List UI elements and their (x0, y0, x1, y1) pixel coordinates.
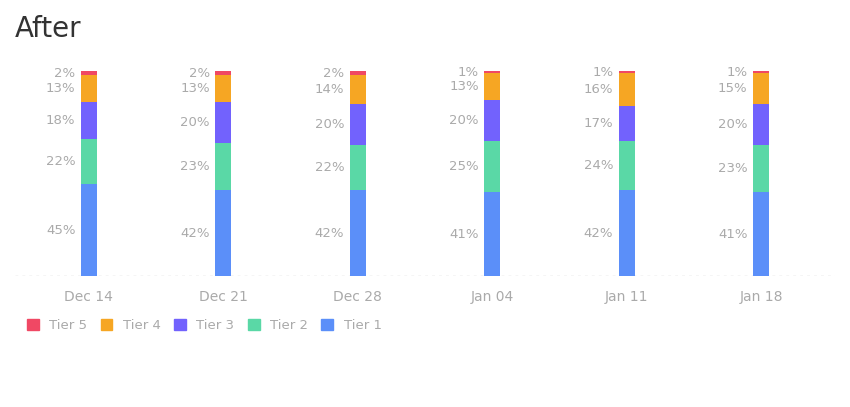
Bar (619, 73, 635, 106)
Bar (81, 102, 97, 139)
Bar (215, 143, 231, 190)
Bar (753, 104, 769, 145)
Text: 2%: 2% (189, 67, 210, 80)
Text: 20%: 20% (450, 114, 479, 127)
Bar (349, 104, 366, 145)
Text: 24%: 24% (584, 159, 613, 172)
Bar (619, 71, 635, 73)
Text: 42%: 42% (314, 227, 344, 240)
Text: 23%: 23% (718, 162, 748, 175)
Text: 2%: 2% (323, 67, 344, 80)
Bar (81, 139, 97, 184)
Text: 1%: 1% (592, 66, 613, 79)
Bar (81, 184, 97, 276)
Text: After: After (15, 15, 82, 43)
Text: 1%: 1% (727, 66, 748, 79)
Bar (215, 75, 231, 102)
Bar (349, 71, 366, 75)
Bar (484, 141, 501, 192)
Bar (349, 190, 366, 276)
Bar (484, 100, 501, 141)
Text: 22%: 22% (314, 161, 344, 174)
Text: 14%: 14% (314, 83, 344, 96)
Legend: Tier 5, Tier 4, Tier 3, Tier 2, Tier 1: Tier 5, Tier 4, Tier 3, Tier 2, Tier 1 (21, 313, 387, 337)
Bar (215, 190, 231, 276)
Bar (215, 102, 231, 143)
Bar (349, 145, 366, 190)
Bar (349, 75, 366, 104)
Bar (215, 71, 231, 75)
Bar (484, 71, 501, 73)
Bar (81, 71, 97, 75)
Text: 18%: 18% (46, 114, 76, 127)
Text: 22%: 22% (46, 155, 76, 168)
Text: 16%: 16% (584, 83, 613, 96)
Text: 20%: 20% (718, 118, 748, 131)
Text: 20%: 20% (314, 118, 344, 131)
Text: 42%: 42% (180, 227, 210, 240)
Text: 20%: 20% (180, 116, 210, 129)
Bar (619, 141, 635, 190)
Text: 1%: 1% (457, 66, 479, 79)
Bar (753, 145, 769, 192)
Bar (619, 106, 635, 141)
Bar (81, 75, 97, 102)
Bar (753, 71, 769, 73)
Text: 2%: 2% (54, 67, 76, 80)
Text: 17%: 17% (584, 117, 613, 130)
Text: 45%: 45% (46, 223, 76, 236)
Bar (484, 73, 501, 100)
Text: 23%: 23% (180, 160, 210, 173)
Text: 41%: 41% (718, 228, 748, 241)
Bar (753, 192, 769, 276)
Bar (619, 190, 635, 276)
Text: 41%: 41% (450, 228, 479, 241)
Bar (484, 192, 501, 276)
Text: 13%: 13% (180, 82, 210, 95)
Text: 25%: 25% (449, 160, 479, 173)
Text: 13%: 13% (46, 82, 76, 95)
Text: 13%: 13% (449, 80, 479, 93)
Text: 15%: 15% (718, 82, 748, 95)
Bar (753, 73, 769, 104)
Text: 42%: 42% (584, 227, 613, 240)
